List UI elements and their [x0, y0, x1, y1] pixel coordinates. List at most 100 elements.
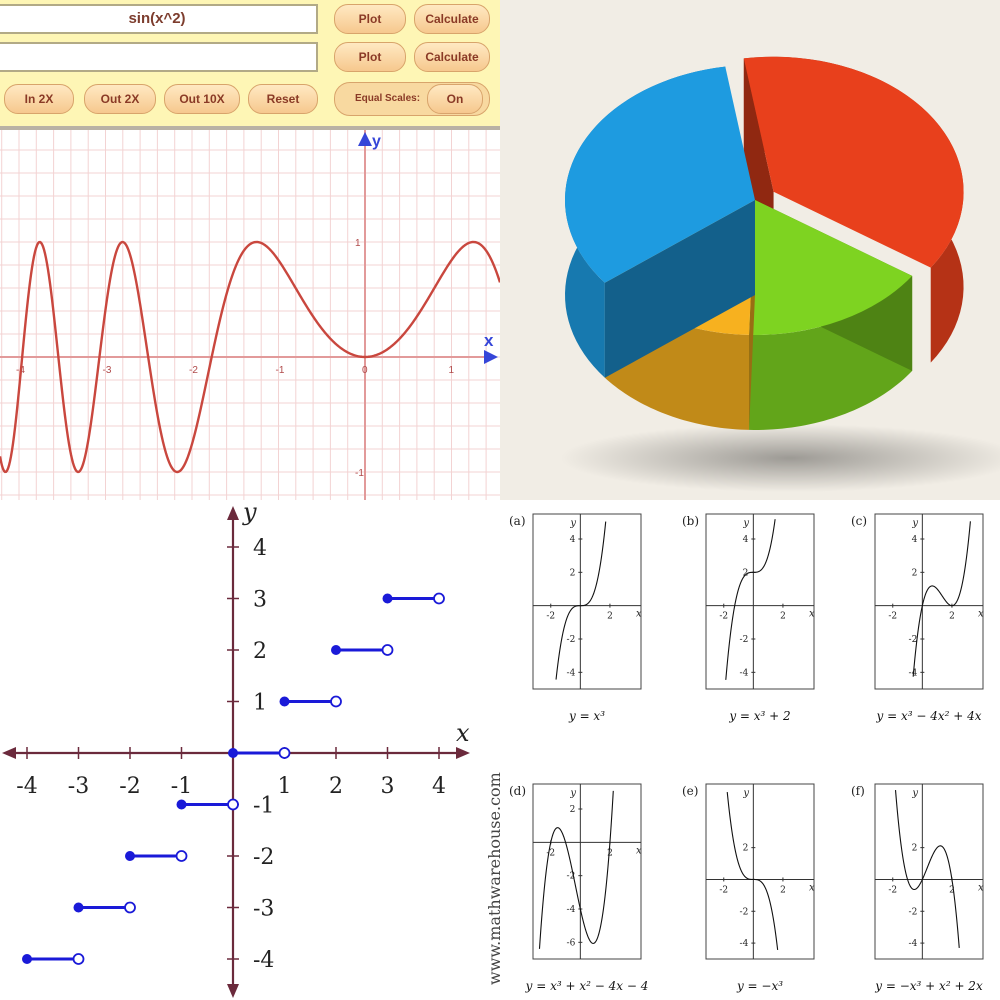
open-point [381, 644, 394, 656]
panel-x-label: x [636, 609, 642, 620]
plot-button-2[interactable]: Plot [334, 42, 406, 72]
cubic-panel: (f) x y -2 2 2 -2 -4 y = −x³ + x² + 2x [851, 783, 984, 993]
panel-frame [705, 783, 815, 960]
panel-frame [874, 513, 984, 690]
x-tick-label: -4 [16, 774, 37, 799]
panel-x-tick-label: 2 [949, 612, 955, 622]
step-function-graph: x y -4 -3 -2 -1 1 2 3 4 4 3 2 1 -1 -2 -3 -4 www.mathwareh… [0, 500, 500, 1000]
step-segment [176, 798, 239, 811]
panel-caption: y = −x³ [736, 979, 783, 993]
panel-caption: y = −x³ + x² + 2x [874, 979, 983, 993]
panel-y-label: y [569, 518, 576, 529]
closed-point [73, 902, 84, 913]
x-tick-label: -1 [171, 774, 192, 799]
pie-chart-3d [500, 0, 1000, 500]
panel-curve [555, 521, 607, 680]
panel-y-tick-label: 4 [570, 535, 576, 545]
y-tick-label: 4 [253, 536, 267, 561]
y-tick-label: 1 [355, 238, 361, 249]
calculate-button-2[interactable]: Calculate [414, 42, 490, 72]
panel-y-tick-label: -4 [567, 905, 576, 915]
y-axis-label: y [372, 133, 381, 150]
panel-y-tick-label: -2 [567, 635, 576, 645]
panel-y-tick-label: -4 [740, 668, 749, 678]
pie-shadow [560, 424, 1000, 492]
x-axis-right-arrow-icon [456, 747, 470, 759]
open-point [330, 695, 342, 708]
panel-y-tick-label: -4 [909, 939, 918, 949]
grapher-plot: x y -4 -3 -2 -1 0 11-1 [0, 130, 500, 500]
y-axis-arrow-icon [358, 132, 372, 146]
calculate-button-1[interactable]: Calculate [414, 4, 490, 34]
panel-caption: y = x³ + 2 [728, 709, 790, 723]
open-point [227, 798, 239, 811]
panel-y-tick-label: -6 [567, 938, 576, 948]
x-tick-label: -3 [103, 365, 112, 376]
x-tick-label: 1 [449, 365, 455, 376]
panel-y-tick-label: 2 [912, 844, 918, 854]
panel-curve [726, 792, 779, 950]
panel-x-label: x [636, 845, 642, 856]
x-tick-label: -2 [119, 774, 140, 799]
x-tick-label: -1 [276, 365, 285, 376]
y-tick-label: 3 [253, 588, 267, 613]
step-segment [125, 850, 188, 862]
watermark: www.mathwarehouse.com [485, 772, 500, 985]
y-axis-up-arrow-icon [227, 506, 239, 520]
panel-y-tick-label: 2 [743, 568, 749, 578]
panel-x-tick-label: -2 [719, 885, 728, 895]
panel-x-label: x [809, 882, 815, 893]
step-segment [331, 644, 394, 656]
panel-id: (a) [509, 514, 526, 528]
open-point [433, 592, 445, 605]
panel-x-tick-label: -2 [888, 885, 897, 895]
x-tick-label: 0 [362, 365, 368, 376]
panel-y-tick-label: -2 [740, 635, 749, 645]
panel-frame [532, 513, 642, 690]
panel-caption: y = x³ − 4x² + 4x [875, 709, 981, 723]
cubic-panel: (a) x y -2 2 4 2 -2 -4 y = x³ [509, 513, 642, 723]
cubic-panel: (b) x y -2 2 4 2 -2 -4 y = x³ + 2 [682, 513, 815, 723]
step-segment [382, 592, 445, 605]
panel-x-tick-label: -2 [546, 612, 555, 622]
panel-x-tick-label: 2 [607, 612, 613, 622]
closed-point [125, 851, 135, 861]
zoom-in-button[interactable]: In 2X [4, 84, 74, 114]
open-point [72, 953, 85, 965]
panel-curve [894, 789, 960, 948]
plot-button-1[interactable]: Plot [334, 4, 406, 34]
panel-y-label: y [742, 788, 749, 799]
closed-point [279, 696, 290, 707]
panel-y-tick-label: 2 [912, 568, 918, 578]
panel-y-tick-label: -2 [909, 635, 918, 645]
cubic-panel: (e) x y -2 2 2 -2 -4 y = −x³ [682, 783, 815, 993]
panel-y-tick-label: -2 [567, 872, 576, 882]
function-input-2[interactable] [0, 42, 318, 72]
panel-curve [725, 519, 776, 680]
x-tick-label: 1 [278, 774, 292, 799]
panel-x-tick-label: 2 [607, 848, 613, 858]
x-axis-label: x [484, 331, 494, 350]
function-curve [0, 240, 500, 474]
panel-y-label: y [742, 518, 749, 529]
y-tick-label: -3 [253, 897, 274, 922]
panel-y-tick-label: 4 [743, 535, 749, 545]
function-input-1[interactable]: sin(x^2) [0, 4, 318, 34]
grid [0, 130, 500, 500]
zoom-out-10x-button[interactable]: Out 10X [164, 84, 240, 114]
panel-y-tick-label: -4 [567, 668, 576, 678]
panel-caption: y = x³ + x² − 4x − 4 [525, 979, 649, 993]
y-tick-label: 2 [253, 639, 267, 664]
reset-button[interactable]: Reset [248, 84, 318, 114]
equal-scales-toggle[interactable]: On [427, 84, 483, 114]
zoom-out-button[interactable]: Out 2X [84, 84, 156, 114]
y-tick-label: -1 [253, 794, 274, 819]
y-tick-label: 1 [253, 691, 267, 716]
panel-x-tick-label: -2 [719, 612, 728, 622]
equal-scales-group: Equal Scales: On [334, 82, 490, 116]
panel-y-label: y [911, 518, 918, 529]
panel-id: (e) [682, 784, 698, 798]
panel-caption: y = x³ [568, 709, 605, 723]
closed-point [228, 748, 238, 758]
